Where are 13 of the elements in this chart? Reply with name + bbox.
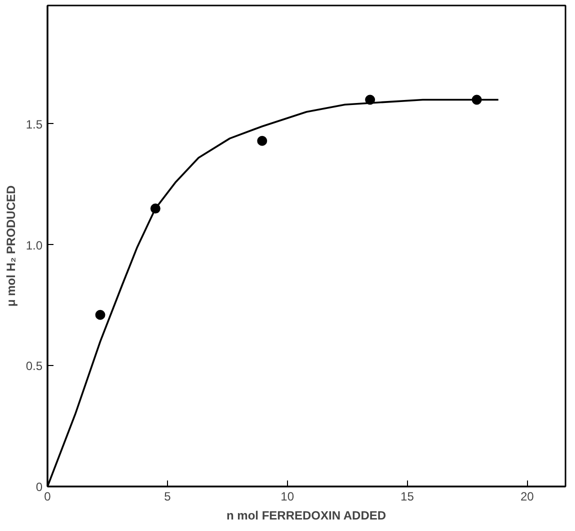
y-tick-label: 0.5	[26, 359, 43, 374]
x-tick-label: 5	[164, 490, 172, 504]
y-tick-label: 1.0	[26, 238, 43, 252]
point	[95, 310, 106, 320]
x-axis-title: n mol FERREDOXIN ADDED	[226, 508, 386, 522]
y-axis-title: μ mol H₂ PRODUCED	[4, 184, 18, 307]
x-tick-label: 20	[520, 490, 534, 504]
x-tick-label: 0	[44, 490, 52, 504]
point	[257, 136, 268, 146]
y-tick-label: 0	[36, 480, 43, 494]
x-tick-label: 15	[400, 490, 414, 504]
y-tick-label: 1.5	[26, 117, 43, 132]
x-tick-label: 10	[280, 490, 294, 504]
